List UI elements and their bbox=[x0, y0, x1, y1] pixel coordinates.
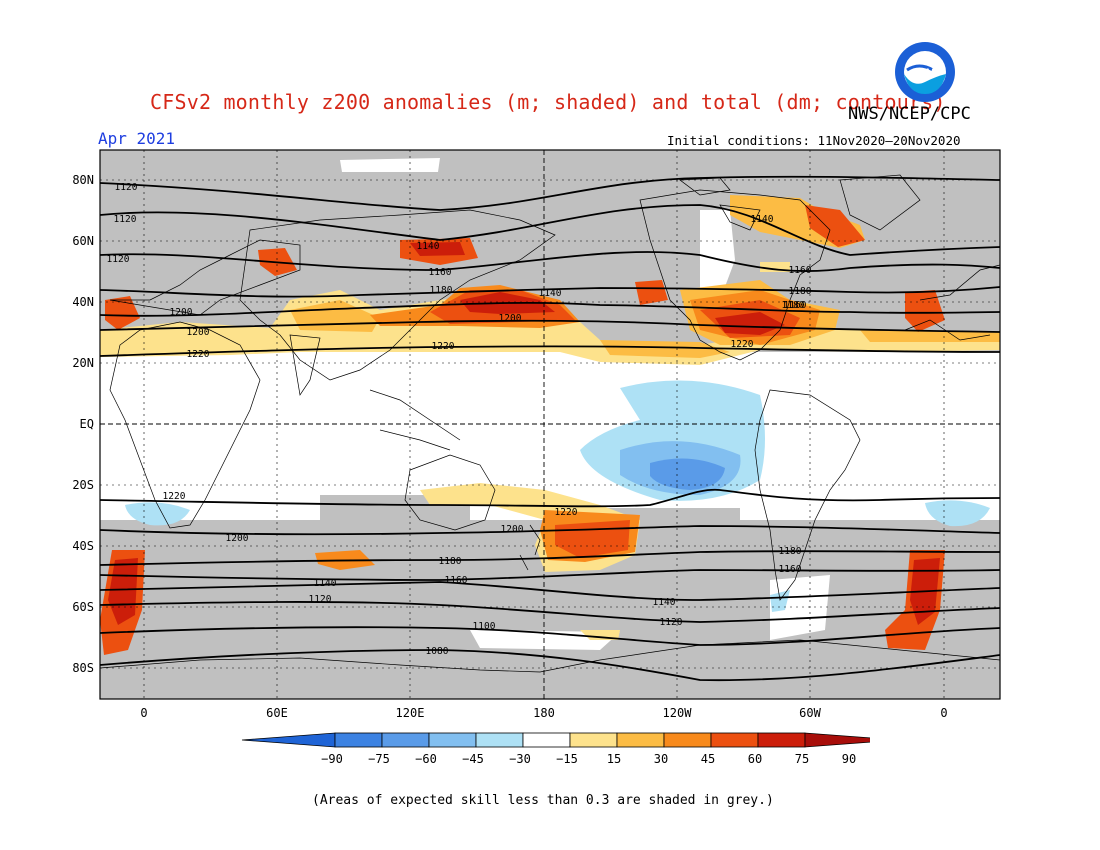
colorbar-label: −90 bbox=[321, 752, 343, 766]
colorbar-label: 30 bbox=[653, 752, 669, 766]
contour-label: 1080 bbox=[426, 646, 449, 657]
contour-label: 1220 bbox=[187, 349, 210, 360]
lon-label: 0 bbox=[140, 706, 148, 720]
agency-label: NWS/NCEP/CPC bbox=[848, 104, 971, 124]
contour-label: 1140 bbox=[653, 597, 676, 608]
colorbar-label: 45 bbox=[700, 752, 716, 766]
contour-label: 1200 bbox=[499, 313, 522, 324]
colorbar-label: 75 bbox=[794, 752, 810, 766]
colorbar-label: −15 bbox=[556, 752, 578, 766]
low-skill-grey-regions bbox=[100, 150, 1000, 699]
colorbar-label: −30 bbox=[509, 752, 531, 766]
contour-label: 1180 bbox=[439, 556, 462, 567]
lat-lon-grid bbox=[100, 150, 1000, 699]
colorbar-swatch bbox=[804, 732, 870, 748]
lat-label: 60N bbox=[72, 234, 94, 248]
contour-label: 1160 bbox=[784, 300, 807, 311]
contour-label: 1100 bbox=[473, 621, 496, 632]
contour-label: 1120 bbox=[114, 214, 137, 225]
contour-label: 1220 bbox=[432, 341, 455, 352]
lon-label: 120W bbox=[662, 706, 692, 720]
colorbar-swatch bbox=[241, 732, 336, 748]
contour-label: 1140 bbox=[751, 214, 774, 225]
contour-label: 1220 bbox=[163, 491, 186, 502]
map-title: CFSv2 monthly z200 anomalies (m; shaded)… bbox=[150, 90, 946, 114]
lat-label: 40S bbox=[72, 539, 94, 553]
skill-footnote: (Areas of expected skill less than 0.3 a… bbox=[312, 793, 774, 808]
contour-label: 1160 bbox=[789, 265, 812, 276]
colorbar-label: 15 bbox=[606, 752, 622, 766]
colorbar-label: −45 bbox=[462, 752, 484, 766]
contour-label: 1180 bbox=[779, 546, 802, 557]
colorbar-swatch bbox=[616, 732, 665, 748]
colorbar-swatch bbox=[710, 732, 759, 748]
lon-label: 60W bbox=[799, 706, 821, 720]
contour-label: 1180 bbox=[782, 300, 805, 311]
contour-label: 1140 bbox=[417, 241, 440, 252]
lon-label: 120E bbox=[395, 706, 425, 720]
contour-label: 1180 bbox=[789, 286, 812, 297]
lon-label: 60E bbox=[266, 706, 288, 720]
colorbar-label: 90 bbox=[841, 752, 857, 766]
lat-label: EQ bbox=[79, 417, 94, 431]
lat-label: 60S bbox=[72, 600, 94, 614]
contour-label: 1160 bbox=[429, 267, 452, 278]
contour-label: 1140 bbox=[314, 578, 337, 589]
colorbar-swatch bbox=[522, 732, 571, 748]
map-frame bbox=[99, 149, 1001, 700]
lat-label: 20S bbox=[72, 478, 94, 492]
colorbar-swatch bbox=[334, 732, 383, 748]
height-contours bbox=[100, 175, 1000, 682]
lat-label: 80N bbox=[72, 173, 94, 187]
lat-label: 40N bbox=[72, 295, 94, 309]
contour-label: 1120 bbox=[660, 617, 683, 628]
contour-label: 1140 bbox=[539, 288, 562, 299]
colorbar-swatch bbox=[663, 732, 712, 748]
contour-label: 1200 bbox=[226, 533, 249, 544]
lat-label: 80S bbox=[72, 661, 94, 675]
equator-dateline bbox=[100, 150, 1000, 699]
noaa-logo: NOAA bbox=[895, 42, 955, 102]
colorbar-label: −60 bbox=[415, 752, 437, 766]
forecast-month: Apr 2021 bbox=[98, 129, 176, 148]
contour-label: 1120 bbox=[115, 182, 138, 193]
contour-label: 1220 bbox=[731, 339, 754, 350]
colorbar-label: 60 bbox=[747, 752, 763, 766]
lon-label: 180 bbox=[533, 706, 555, 720]
colorbar-swatch bbox=[569, 732, 618, 748]
noaa-logo-text: NOAA bbox=[914, 68, 936, 78]
colorbar-swatch bbox=[381, 732, 430, 748]
colorbar-swatch bbox=[428, 732, 477, 748]
contour-label: 1200 bbox=[187, 327, 210, 338]
lon-label: 0 bbox=[940, 706, 948, 720]
colorbar-swatch bbox=[475, 732, 524, 748]
contour-label: 1160 bbox=[445, 575, 468, 586]
colorbar bbox=[241, 732, 870, 748]
contour-label: 1120 bbox=[309, 594, 332, 605]
lat-label: 20N bbox=[72, 356, 94, 370]
coastlines bbox=[100, 174, 1000, 673]
contour-label: 1180 bbox=[430, 285, 453, 296]
colorbar-swatch bbox=[757, 732, 806, 748]
contour-label: 1200 bbox=[170, 307, 193, 318]
initial-conditions: Initial conditions: 11Nov2020–20Nov2020 bbox=[667, 133, 961, 148]
contour-label: 1220 bbox=[555, 507, 578, 518]
colorbar-label: −75 bbox=[368, 752, 390, 766]
contour-label: 1120 bbox=[107, 254, 130, 265]
negative-anomaly-shading bbox=[125, 340, 990, 612]
contour-label: 1160 bbox=[779, 564, 802, 575]
contour-label: 1200 bbox=[501, 524, 524, 535]
